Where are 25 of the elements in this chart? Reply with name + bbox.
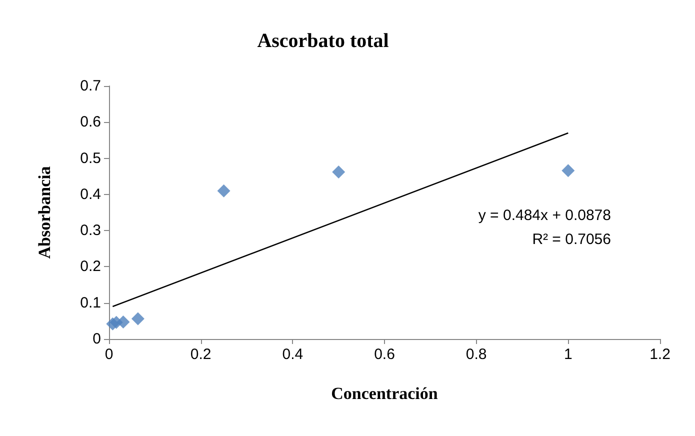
point [332, 166, 346, 179]
x-tick-label: 1.2 [650, 346, 670, 363]
x-tick-label: 0.8 [466, 346, 487, 363]
y-tick-label: 0 [92, 330, 101, 348]
point [116, 316, 130, 329]
y-tick-label: 0.5 [80, 150, 101, 167]
x-tick-label: 0.2 [190, 346, 212, 363]
y-tick-label: 0.6 [80, 114, 101, 131]
y-tick-label: 0.4 [80, 186, 101, 203]
point [131, 312, 144, 326]
y-tick-label: 0.1 [80, 294, 101, 312]
chart-title: Ascorbato total [257, 30, 390, 52]
annotation: R² = 0.7056 [532, 231, 611, 248]
annotation: y = 0.484x + 0.0878 [478, 207, 611, 224]
x-tick-label: 0.4 [282, 346, 304, 363]
y-tick-label: 0.7 [80, 78, 101, 94]
x-axis-title: Concentración [331, 384, 438, 403]
point [217, 184, 230, 198]
x-tick-label: 1 [564, 346, 572, 363]
x-tick-label: 0 [104, 346, 114, 363]
x-tick-label: 0.6 [374, 346, 395, 363]
point [562, 164, 575, 178]
y-tick-label: 0.3 [80, 222, 101, 240]
y-tick-label: 0.2 [80, 258, 101, 276]
y-axis-title: Absorbancia [35, 166, 54, 259]
